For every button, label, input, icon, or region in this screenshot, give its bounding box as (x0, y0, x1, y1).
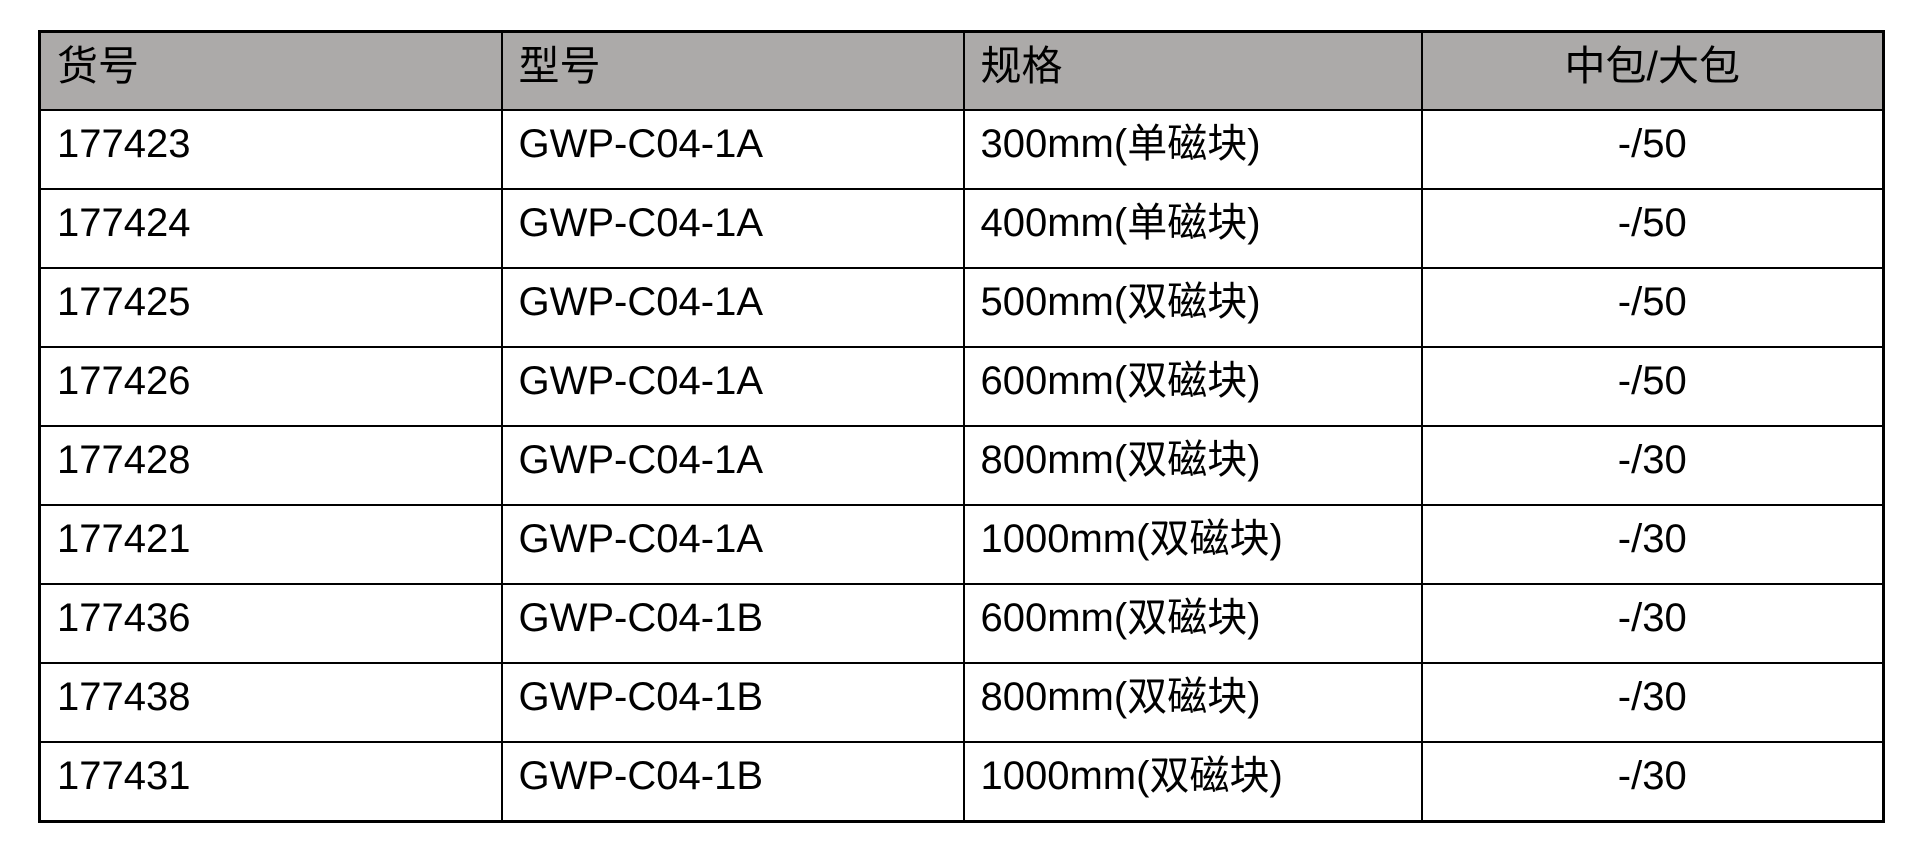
cell-pack: -/30 (1420, 504, 1885, 586)
table-row: 177438 GWP-C04-1B 800mm(双磁块) -/30 (38, 662, 1885, 744)
cell-item-no: 177426 (38, 345, 503, 427)
table-body: 177423 GWP-C04-1A 300mm(单磁块) -/50 177424 GWP-… (38, 108, 1885, 823)
table-row: 177431 GWP-C04-1B 1000mm(双磁块) -/30 (38, 741, 1885, 823)
cell-spec: 400mm(单磁块) (962, 187, 1423, 269)
cell-item-no: 177424 (38, 187, 503, 269)
column-header-spec: 规格 (962, 30, 1423, 111)
cell-spec: 600mm(双磁块) (962, 583, 1423, 665)
cell-model: GWP-C04-1A (500, 187, 965, 269)
table-row: 177421 GWP-C04-1A 1000mm(双磁块) -/30 (38, 504, 1885, 586)
column-header-pack: 中包/大包 (1420, 30, 1885, 111)
cell-model: GWP-C04-1A (500, 108, 965, 190)
cell-item-no: 177436 (38, 583, 503, 665)
cell-item-no: 177423 (38, 108, 503, 190)
cell-model: GWP-C04-1A (500, 345, 965, 427)
table-row: 177425 GWP-C04-1A 500mm(双磁块) -/50 (38, 266, 1885, 348)
cell-item-no: 177425 (38, 266, 503, 348)
cell-spec: 1000mm(双磁块) (962, 504, 1423, 586)
table-row: 177436 GWP-C04-1B 600mm(双磁块) -/30 (38, 583, 1885, 665)
cell-pack: -/50 (1420, 187, 1885, 269)
cell-item-no: 177428 (38, 424, 503, 507)
cell-spec: 600mm(双磁块) (962, 345, 1423, 427)
cell-model: GWP-C04-1B (500, 662, 965, 744)
cell-model: GWP-C04-1A (500, 266, 965, 348)
table-header-row: 货号 型号 规格 中包/大包 (38, 30, 1885, 111)
table-row: 177426 GWP-C04-1A 600mm(双磁块) -/50 (38, 345, 1885, 427)
table-header: 货号 型号 规格 中包/大包 (38, 30, 1885, 111)
cell-spec: 800mm(双磁块) (962, 662, 1423, 744)
cell-model: GWP-C04-1B (500, 741, 965, 823)
cell-pack: -/30 (1420, 424, 1885, 507)
cell-pack: -/30 (1420, 662, 1885, 744)
cell-pack: -/30 (1420, 583, 1885, 665)
cell-model: GWP-C04-1A (500, 424, 965, 507)
cell-spec: 800mm(双磁块) (962, 424, 1423, 507)
cell-item-no: 177421 (38, 504, 503, 586)
table-row: 177424 GWP-C04-1A 400mm(单磁块) -/50 (38, 187, 1885, 269)
cell-spec: 300mm(单磁块) (962, 108, 1423, 190)
cell-pack: -/30 (1420, 741, 1885, 823)
cell-pack: -/50 (1420, 266, 1885, 348)
table-row: 177428 GWP-C04-1A 800mm(双磁块) -/30 (38, 424, 1885, 507)
cell-spec: 1000mm(双磁块) (962, 741, 1423, 823)
product-table: 货号 型号 规格 中包/大包 177423 GWP-C04-1A 300mm(单磁块… (38, 30, 1885, 823)
cell-item-no: 177431 (38, 741, 503, 823)
column-header-model: 型号 (500, 30, 965, 111)
cell-spec: 500mm(双磁块) (962, 266, 1423, 348)
column-header-item-no: 货号 (38, 30, 503, 111)
cell-pack: -/50 (1420, 108, 1885, 190)
cell-item-no: 177438 (38, 662, 503, 744)
cell-pack: -/50 (1420, 345, 1885, 427)
cell-model: GWP-C04-1B (500, 583, 965, 665)
table-row: 177423 GWP-C04-1A 300mm(单磁块) -/50 (38, 108, 1885, 190)
cell-model: GWP-C04-1A (500, 504, 965, 586)
